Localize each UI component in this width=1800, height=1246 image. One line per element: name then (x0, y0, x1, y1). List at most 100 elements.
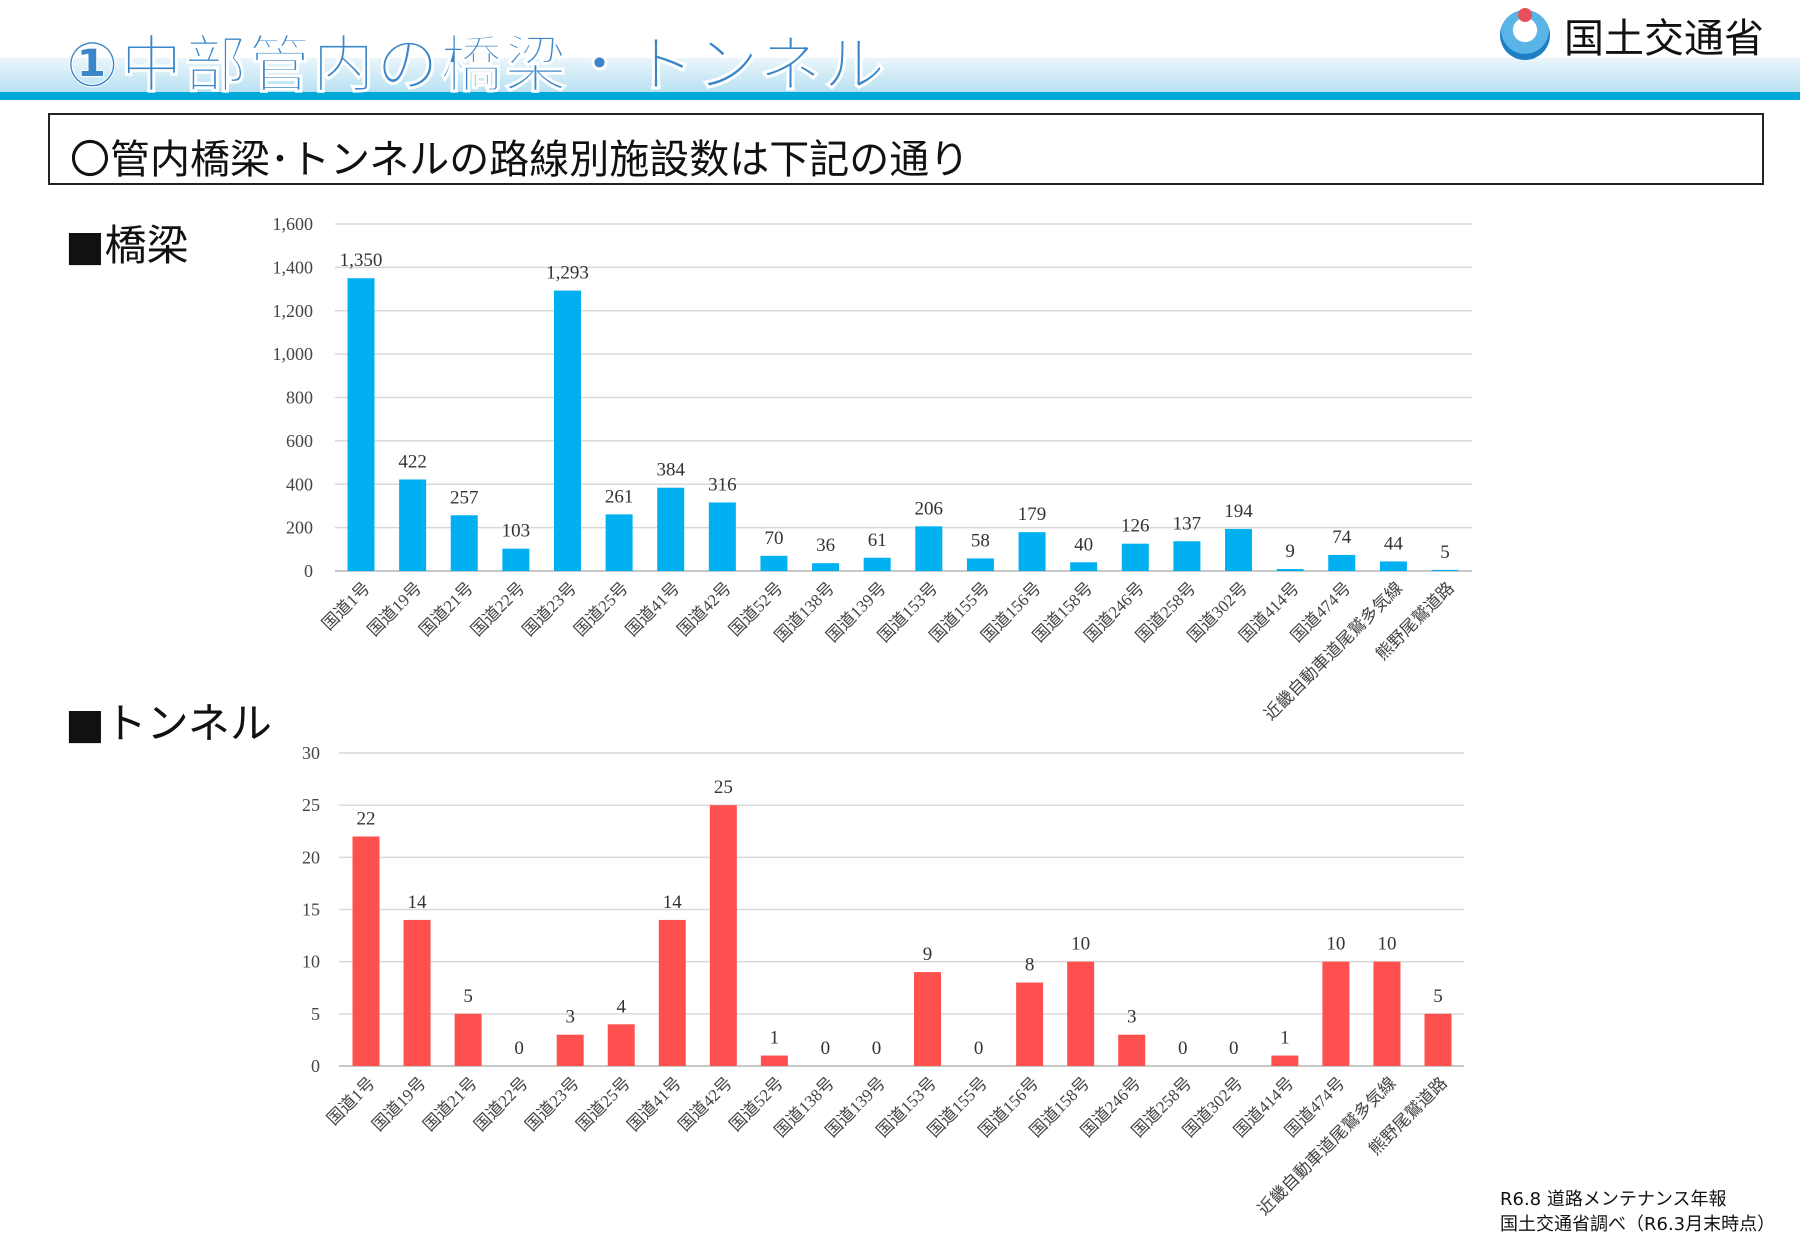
bridge-bar (708, 502, 736, 571)
bridge-bar (812, 563, 840, 571)
tunnel-bar (1067, 961, 1095, 1066)
tunnel-data-label: 0 (514, 1038, 524, 1059)
bridge-bar (502, 548, 530, 571)
tunnel-bar (556, 1034, 584, 1066)
bridge-ytick-label: 1,200 (273, 301, 314, 321)
bridge-data-label: 74 (1332, 527, 1352, 548)
tunnel-ytick-label: 30 (302, 743, 320, 763)
tunnel-ytick-label: 10 (302, 952, 320, 972)
bridge-data-label: 179 (1018, 504, 1047, 525)
bridge-category-label: 国道41号 (622, 578, 684, 640)
tunnel-bar (914, 972, 942, 1066)
tunnel-category-label: 国道21号 (419, 1073, 481, 1135)
bridge-bar (1431, 569, 1459, 571)
page-title: ①中部管内の橋梁・トンネル (65, 28, 888, 102)
bridge-bar (399, 479, 427, 571)
bridge-data-label: 126 (1121, 516, 1150, 537)
bridge-bar (1121, 543, 1149, 571)
bridge-bar (915, 526, 943, 571)
tunnel-data-label: 8 (1025, 955, 1035, 976)
bridge-ytick-label: 0 (304, 561, 313, 581)
tunnel-ytick-label: 20 (302, 847, 320, 867)
tunnel-category-label: 国道22号 (470, 1073, 532, 1135)
tunnel-category-label: 国道42号 (675, 1073, 737, 1135)
bridge-bar (450, 515, 478, 571)
tunnel-data-label: 0 (1229, 1038, 1239, 1059)
bridge-data-label: 103 (502, 521, 531, 542)
bridge-bar (1379, 561, 1407, 571)
tunnel-bar (658, 919, 686, 1066)
header-rule (0, 92, 1800, 100)
summary-box: 〇管内橋梁･トンネルの路線別施設数は下記の通り (48, 113, 1764, 185)
bridge-bar (760, 555, 788, 571)
tunnel-ytick-label: 0 (311, 1056, 320, 1076)
tunnel-data-label: 14 (408, 892, 428, 913)
tunnel-bar (1271, 1055, 1299, 1066)
tunnel-data-label: 10 (1071, 934, 1090, 955)
bridge-ytick-label: 1,400 (273, 257, 314, 277)
tunnel-bar (1424, 1013, 1452, 1066)
bridge-data-label: 1,350 (340, 250, 383, 271)
bridge-data-label: 1,293 (546, 263, 589, 284)
bridge-data-label: 44 (1384, 533, 1404, 554)
tunnel-bar (352, 836, 380, 1066)
bridge-ytick-label: 400 (286, 474, 313, 494)
tunnel-data-label: 0 (974, 1038, 984, 1059)
footer-source: R6.8 道路メンテナンス年報 (1500, 1189, 1727, 1210)
bridge-ytick-label: 800 (286, 388, 313, 408)
bridge-ytick-label: 200 (286, 518, 313, 538)
bridge-data-label: 70 (764, 528, 783, 549)
bridge-bar (1070, 562, 1098, 571)
tunnel-bar (1373, 961, 1401, 1066)
tunnel-data-label: 4 (616, 996, 626, 1017)
bridge-category-label: 国道42号 (674, 578, 736, 640)
tunnel-data-label: 0 (1178, 1038, 1188, 1059)
bridge-bar (1328, 554, 1356, 571)
tunnel-data-label: 3 (565, 1007, 575, 1028)
tunnel-data-label: 22 (357, 808, 376, 829)
tunnel-bar (454, 1013, 482, 1066)
footer-note: 国土交通省調べ（R6.3月末時点） (1500, 1214, 1776, 1235)
tunnel-bar (607, 1024, 635, 1066)
bridge-data-label: 58 (971, 530, 990, 551)
bridge-category-label: 国道22号 (467, 578, 529, 640)
bridge-data-label: 206 (915, 498, 944, 519)
bridge-bar (1225, 528, 1253, 571)
tunnel-bar (760, 1055, 788, 1066)
tunnel-ytick-label: 25 (302, 795, 320, 815)
bridge-category-label: 国道23号 (519, 578, 581, 640)
mlit-logo-icon (1500, 8, 1550, 60)
bridge-data-label: 257 (450, 487, 479, 508)
tunnel-data-label: 14 (663, 892, 683, 913)
tunnel-category-label: 国道23号 (522, 1073, 584, 1135)
tunnel-data-label: 10 (1377, 934, 1396, 955)
bridge-category-label: 国道19号 (364, 578, 426, 640)
bridge-category-label: 国道25号 (570, 578, 632, 640)
bridge-data-label: 137 (1173, 513, 1202, 534)
bridge-data-label: 422 (398, 451, 427, 472)
tunnel-data-label: 1 (1280, 1028, 1290, 1049)
tunnel-bar (1118, 1034, 1146, 1066)
bridge-ytick-label: 1,600 (273, 214, 314, 234)
summary-text: 〇管内橋梁･トンネルの路線別施設数は下記の通り (70, 137, 970, 183)
bridge-data-label: 261 (605, 486, 634, 507)
tunnel-data-label: 0 (872, 1038, 882, 1059)
bridge-category-label: 国道21号 (416, 578, 478, 640)
tunnel-data-label: 3 (1127, 1007, 1137, 1028)
bridge-bar (966, 558, 994, 571)
bridge-bar (1276, 569, 1304, 571)
bridge-bar (605, 514, 633, 571)
bridge-data-label: 40 (1074, 534, 1093, 555)
tunnel-data-label: 0 (821, 1038, 831, 1059)
tunnel-category-label: 国道25号 (573, 1073, 635, 1135)
tunnel-data-label: 9 (923, 944, 933, 965)
bridge-data-label: 9 (1285, 541, 1295, 562)
tunnel-category-label: 国道41号 (624, 1073, 686, 1135)
bridge-bar (1018, 532, 1046, 571)
bridge-data-label: 36 (816, 535, 835, 556)
tunnel-bar (1322, 961, 1350, 1066)
tunnel-data-label: 5 (1433, 986, 1443, 1007)
bridge-data-label: 61 (868, 530, 887, 551)
tunnel-ytick-label: 5 (311, 1004, 320, 1024)
